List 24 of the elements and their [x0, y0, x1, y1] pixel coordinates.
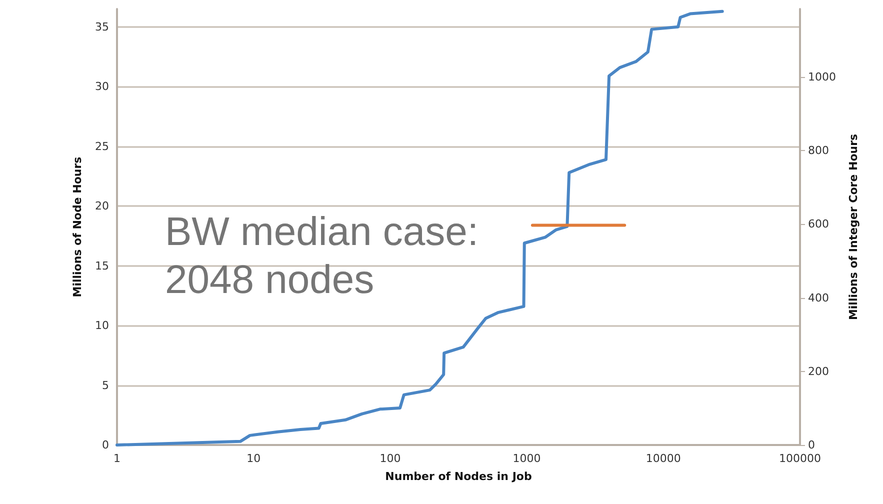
y2-tick-label: 200	[808, 364, 829, 378]
y2-axis-title: Millions of Integer Core Hours	[847, 133, 860, 320]
y-tick-label: 25	[95, 140, 109, 153]
y2-tick-label: 1000	[808, 70, 836, 84]
y-tick-label: 35	[95, 20, 109, 34]
x-tick-label: 1	[114, 452, 120, 465]
y2-tick-label: 600	[808, 218, 829, 231]
y-tick-label: 10	[95, 319, 109, 332]
y-tick-label: 30	[95, 80, 109, 94]
y-tick-label: 5	[102, 378, 109, 392]
y-tick-label: 20	[95, 200, 109, 213]
annotation: BW median case: 2048 nodes	[165, 210, 478, 302]
y-tick-label: 15	[95, 259, 109, 272]
y-axis-title: Millions of Node Hours	[71, 156, 84, 298]
y-tick-label: 0	[102, 438, 109, 452]
x-tick-label: 10	[246, 452, 261, 465]
x-axis-title: Number of Nodes in Job	[385, 470, 532, 483]
x-tick-label: 100000	[779, 452, 821, 465]
x-tick-label: 1000	[512, 452, 541, 465]
x-tick-label: 10000	[646, 452, 681, 465]
x-tick-label: 100	[380, 452, 401, 465]
y2-tick-label: 0	[808, 438, 815, 452]
y2-tick-label: 800	[808, 144, 829, 158]
y2-tick-label: 400	[808, 291, 829, 304]
